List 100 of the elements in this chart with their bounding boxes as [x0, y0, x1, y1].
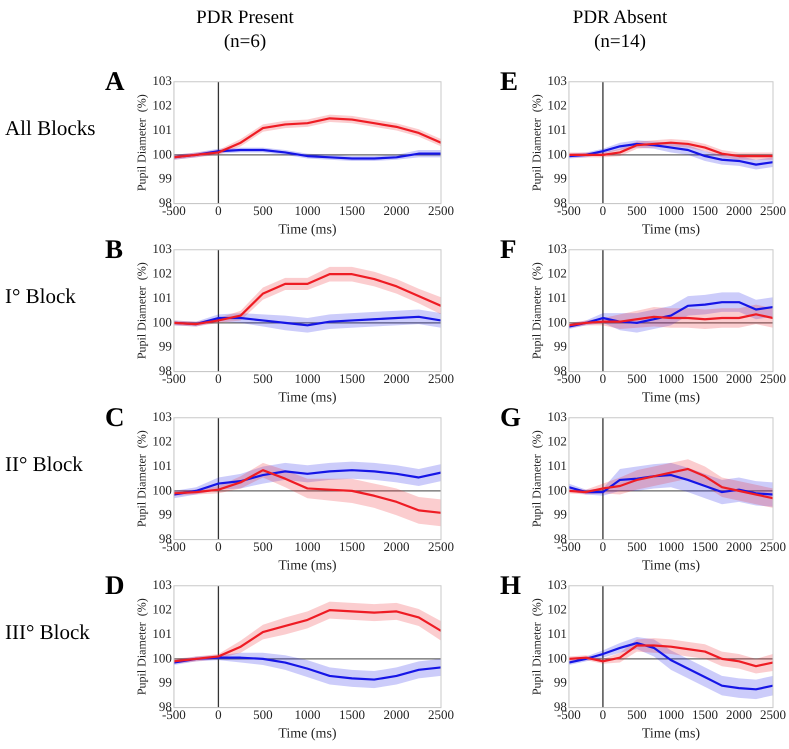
x-tick-label: 2000	[726, 706, 752, 722]
y-tick-label: 99	[554, 674, 567, 690]
text: G	[500, 402, 522, 433]
y-axis-title: Pupil Diameter (%)	[134, 94, 148, 192]
text: III° Block	[5, 620, 90, 645]
y-tick-label: 101	[152, 122, 172, 137]
y-axis-title: Pupil Diameter (%)	[529, 262, 544, 360]
y-tick-label: 100	[152, 314, 172, 330]
text: A	[105, 66, 124, 97]
y-tick-label: 99	[554, 506, 567, 522]
x-tick-label: 2500	[428, 538, 454, 554]
x-tick-label: 1000	[294, 370, 320, 386]
y-tick-label: 103	[547, 73, 567, 88]
x-tick-label: 1500	[692, 538, 718, 554]
y-tick-label: 101	[547, 122, 567, 137]
y-tick-label: 103	[547, 577, 567, 592]
x-tick-label: 0	[600, 706, 606, 722]
y-tick-label: 103	[152, 409, 172, 424]
text: D	[105, 570, 124, 601]
x-tick-label: 1500	[338, 370, 365, 386]
x-tick-label: 1000	[658, 706, 684, 722]
x-tick-label: 500	[627, 538, 647, 554]
x-axis-title: Time (ms)	[278, 222, 337, 238]
x-tick-label: 2500	[428, 706, 454, 722]
y-axis-title: Pupil Diameter (%)	[529, 94, 544, 192]
y-tick-label: 101	[547, 458, 567, 473]
x-tick-label: 1500	[338, 202, 365, 218]
y-tick-label: 102	[547, 266, 567, 281]
text: H	[500, 570, 522, 601]
x-tick-label: 2000	[383, 538, 410, 554]
chart-title: PDR Present (n=6)	[195, 6, 295, 54]
y-tick-label: 100	[547, 314, 567, 330]
x-tick-label: 0	[215, 370, 222, 386]
y-tick-label: 100	[547, 482, 567, 498]
text: F	[500, 234, 516, 265]
y-axis-title: Pupil Diameter (%)	[529, 598, 544, 696]
y-tick-label: 102	[547, 434, 567, 449]
x-tick-label: 500	[253, 202, 273, 218]
x-tick-label: 1000	[658, 370, 684, 386]
text: II° Block	[5, 452, 83, 477]
y-tick-label: 103	[547, 409, 567, 424]
y-axis-title: Pupil Diameter (%)	[134, 262, 148, 360]
x-tick-label: 0	[600, 202, 606, 218]
x-tick-label: 0	[215, 706, 222, 722]
x-tick-label: 1500	[338, 538, 365, 554]
x-tick-label: 0	[215, 202, 222, 218]
y-axis-title: Pupil Diameter (%)	[134, 598, 148, 696]
y-tick-label: 103	[152, 577, 172, 592]
text: B	[105, 234, 124, 265]
x-tick-label: 1000	[658, 202, 684, 218]
x-tick-label: 500	[627, 706, 647, 722]
y-tick-label: 99	[158, 338, 172, 354]
x-tick-label: 0	[600, 538, 606, 554]
x-tick-label: 2000	[726, 538, 752, 554]
x-tick-label: 2000	[383, 706, 410, 722]
x-tick-label: 2000	[726, 370, 752, 386]
x-tick-label: 500	[253, 370, 273, 386]
x-tick-label: 2500	[760, 202, 786, 218]
x-tick-label: 1500	[692, 202, 718, 218]
x-tick-label: 2500	[760, 370, 786, 386]
x-tick-label: 500	[627, 202, 647, 218]
x-axis-title: Time (ms)	[278, 558, 337, 574]
x-tick-label: 2500	[428, 370, 454, 386]
y-tick-label: 103	[547, 241, 567, 256]
x-tick-label: 1000	[294, 202, 320, 218]
y-tick-label: 101	[152, 626, 172, 641]
x-tick-label: 2500	[760, 706, 786, 722]
y-tick-label: 99	[554, 170, 567, 186]
x-tick-label: 1500	[692, 706, 718, 722]
chart-title: PDR Absent (n=14)	[572, 6, 668, 54]
text: I° Block	[5, 284, 76, 309]
x-axis-title: Time (ms)	[642, 222, 700, 238]
y-tick-label: 101	[547, 626, 567, 641]
x-tick-label: 1500	[338, 706, 365, 722]
y-axis-title: Pupil Diameter (%)	[134, 430, 148, 528]
y-tick-label: 99	[554, 338, 567, 354]
text: E	[500, 66, 518, 97]
x-tick-label: 2500	[428, 202, 454, 218]
x-tick-label: 2000	[383, 202, 410, 218]
x-tick-label: 500	[253, 706, 273, 722]
y-tick-label: 100	[152, 482, 172, 498]
y-tick-label: 99	[158, 170, 172, 186]
y-tick-label: 103	[152, 73, 172, 88]
y-tick-label: 102	[152, 434, 172, 449]
x-axis-title: Time (ms)	[278, 726, 337, 742]
text: C	[105, 402, 124, 433]
y-tick-label: 101	[547, 290, 567, 305]
text: All Blocks	[5, 116, 96, 141]
x-axis-title: Time (ms)	[642, 726, 700, 742]
y-tick-label: 101	[152, 290, 172, 305]
x-tick-label: 1000	[294, 538, 320, 554]
y-axis-title: Pupil Diameter (%)	[529, 430, 544, 528]
x-tick-label: 500	[627, 370, 647, 386]
x-tick-label: 1500	[692, 370, 718, 386]
x-axis-title: Time (ms)	[278, 390, 337, 406]
x-tick-label: 2000	[383, 370, 410, 386]
x-tick-label: 1000	[658, 538, 684, 554]
y-tick-label: 102	[152, 98, 172, 113]
y-tick-label: 101	[152, 458, 172, 473]
y-tick-label: 99	[158, 674, 172, 690]
